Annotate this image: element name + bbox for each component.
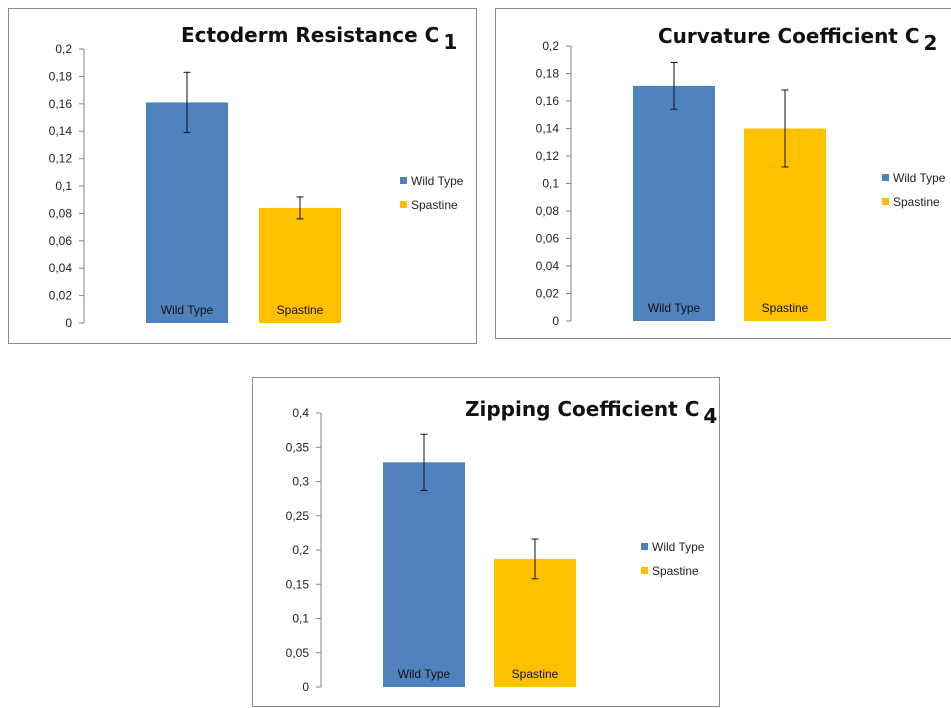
bar-0 (383, 462, 465, 687)
legend-swatch (882, 198, 889, 205)
y-tick-label: 0,4 (292, 406, 309, 420)
chart-title-subscript: 1 (443, 30, 457, 54)
bar-0 (633, 85, 715, 321)
y-tick-label: 0 (552, 314, 559, 328)
y-tick-label: 0,12 (536, 149, 560, 163)
y-tick-label: 0,04 (49, 261, 73, 275)
legend-swatch (400, 201, 407, 208)
y-tick-label: 0,06 (49, 234, 73, 248)
bar-1 (494, 558, 576, 687)
chart-svg: 0 0,05 0,1 0,15 0,2 0,25 0,3 0,35 0,4 Wild Type Sp… (286, 397, 718, 694)
y-tick-label: 0,35 (286, 440, 310, 454)
chart-svg: 0 0,02 0,04 0,06 0,08 0,1 0,12 0,14 0,16 0,18 0,2 W… (536, 24, 946, 328)
y-tick-label: 0,02 (536, 287, 560, 301)
y-tick-label: 0,2 (55, 42, 72, 56)
chart-zipping-coefficient: 0 0,05 0,1 0,15 0,2 0,25 0,3 0,35 0,4 Wild Type Sp… (252, 377, 720, 707)
chart-svg: 0 0,02 0,04 0,06 0,08 0,1 0,12 0,14 0,16 0,18 0,2 W… (49, 23, 464, 330)
legend-label: Wild Type (652, 540, 705, 554)
y-tick-label: 0,05 (286, 646, 310, 660)
legend-swatch (641, 567, 648, 574)
y-tick-label: 0,16 (536, 94, 560, 108)
y-tick-label: 0,08 (536, 204, 560, 218)
legend-label: Spastine (893, 195, 940, 209)
chart-ectoderm-resistance: 0 0,02 0,04 0,06 0,08 0,1 0,12 0,14 0,16 0,18 0,2 W… (8, 8, 477, 344)
y-tick-label: 0,1 (292, 612, 309, 626)
legend-swatch (400, 177, 407, 184)
y-tick-label: 0,04 (536, 259, 560, 273)
y-tick-label: 0,18 (536, 67, 560, 81)
y-tick-label: 0 (65, 316, 72, 330)
chart-curvature-coefficient: 0 0,02 0,04 0,06 0,08 0,1 0,12 0,14 0,16 0,18 0,2 W… (495, 8, 951, 339)
legend-swatch (882, 174, 889, 181)
y-tick-label: 0 (302, 680, 309, 694)
legend-label: Wild Type (893, 171, 946, 185)
bar-category-label: Wild Type (648, 301, 701, 315)
y-tick-label: 0,14 (536, 122, 560, 136)
legend-swatch (641, 543, 648, 550)
y-tick-label: 0,1 (55, 179, 72, 193)
y-tick-label: 0,2 (292, 543, 309, 557)
chart-title-text: Zipping Coefficient C (465, 397, 699, 421)
y-tick-label: 0,25 (286, 509, 310, 523)
bar-category-label: Wild Type (398, 667, 451, 681)
y-tick-label: 0,14 (49, 124, 73, 138)
chart-title-text: Ectoderm Resistance C (181, 23, 439, 47)
y-tick-label: 0,15 (286, 577, 310, 591)
y-tick-label: 0,18 (49, 69, 73, 83)
y-tick-label: 0,3 (292, 475, 309, 489)
chart-title-subscript: 2 (924, 31, 938, 55)
legend-label: Wild Type (411, 174, 464, 188)
y-tick-label: 0,06 (536, 232, 560, 246)
bar-category-label: Spastine (277, 303, 324, 317)
y-tick-label: 0,2 (542, 39, 559, 53)
y-tick-label: 0,1 (542, 177, 559, 191)
bar-category-label: Wild Type (161, 303, 214, 317)
legend-label: Spastine (411, 198, 458, 212)
y-tick-label: 0,16 (49, 97, 73, 111)
y-tick-label: 0,08 (49, 206, 73, 220)
y-tick-label: 0,12 (49, 152, 73, 166)
chart-title-subscript: 4 (703, 404, 717, 428)
chart-title-text: Curvature Coefficient C (658, 24, 920, 48)
bar-0 (146, 102, 228, 324)
bar-1 (259, 207, 341, 323)
legend-label: Spastine (652, 564, 699, 578)
bar-category-label: Spastine (762, 301, 809, 315)
bar-category-label: Spastine (512, 667, 559, 681)
y-tick-label: 0,02 (49, 289, 73, 303)
